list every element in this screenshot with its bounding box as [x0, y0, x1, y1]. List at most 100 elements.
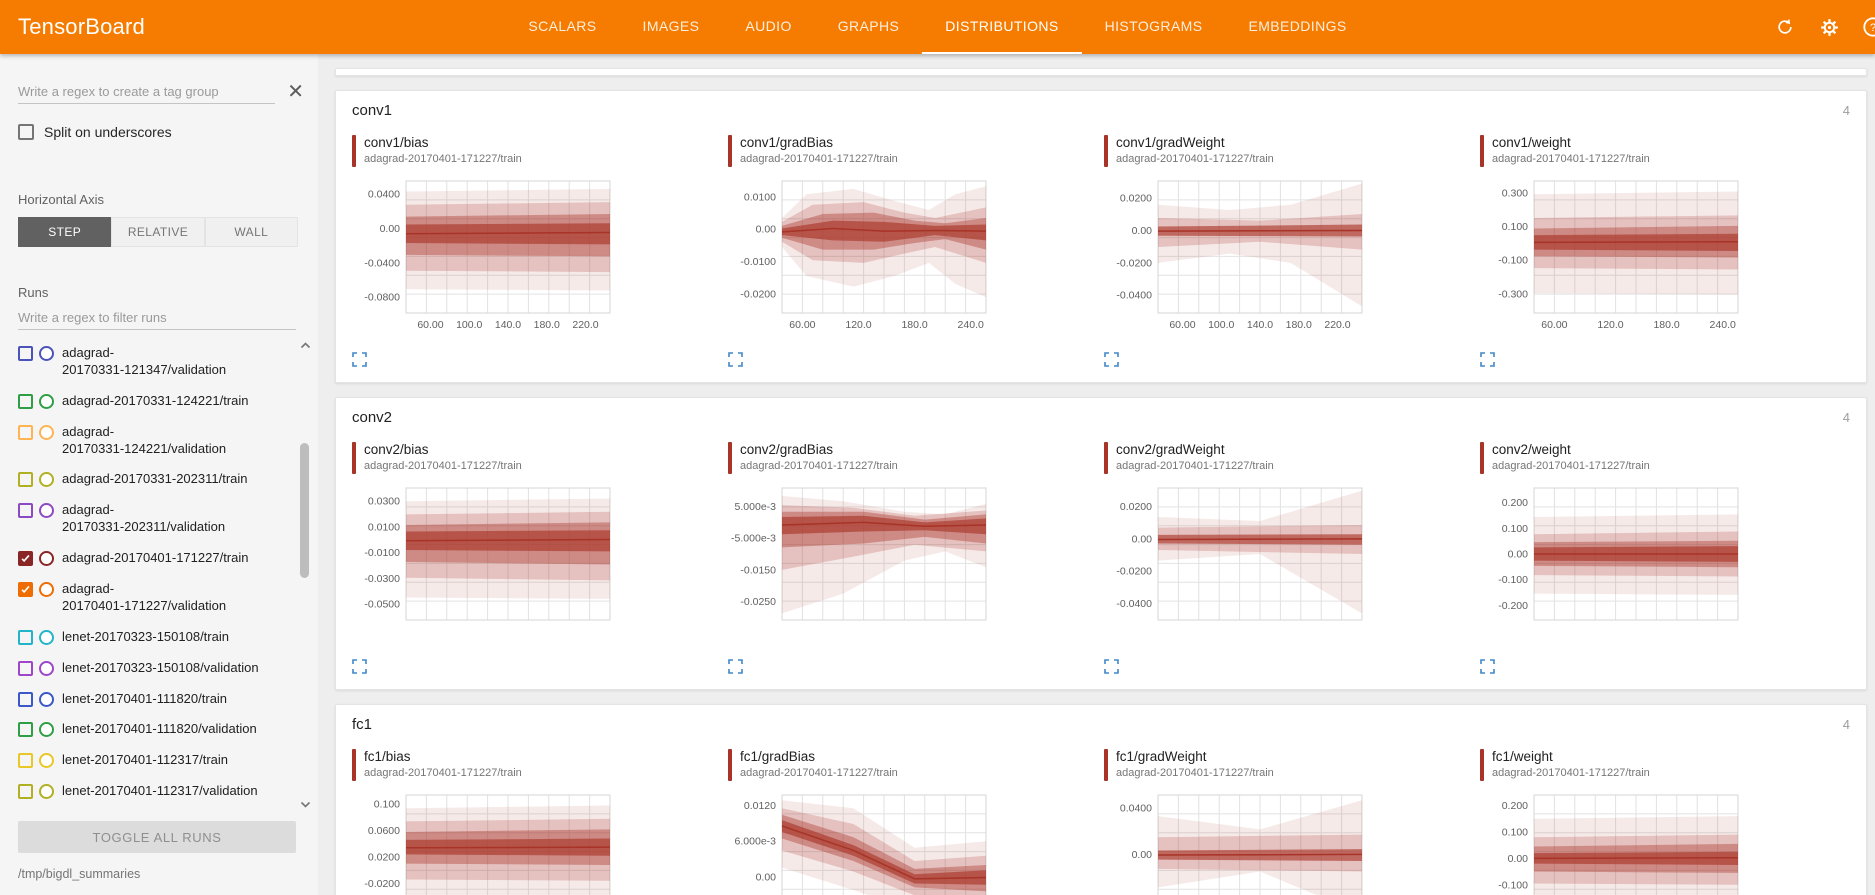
svg-text:?: ?	[1870, 22, 1875, 34]
run-item[interactable]: adagrad-20170331-202311/train	[18, 464, 290, 495]
chart-title: conv2/bias	[364, 442, 429, 457]
section-header[interactable]: conv2 4	[336, 398, 1866, 436]
expand-chart-button[interactable]	[352, 352, 367, 370]
run-checkbox-icon[interactable]	[18, 660, 33, 676]
run-checkbox-icon[interactable]	[18, 753, 33, 769]
tab-scalars[interactable]: SCALARS	[528, 18, 597, 34]
toggle-all-runs-button[interactable]: TOGGLE ALL RUNS	[18, 821, 296, 853]
refresh-icon[interactable]	[1774, 16, 1796, 38]
help-icon[interactable]: ?	[1862, 16, 1875, 38]
run-item[interactable]: adagrad- 20170401-171227/validation	[18, 574, 290, 622]
distribution-plot[interactable]: 0.0120 6.000e-3 0.00	[728, 789, 996, 895]
run-radio-icon[interactable]	[39, 660, 54, 676]
run-item[interactable]: adagrad- 20170331-121347/validation	[18, 338, 290, 386]
run-radio-icon[interactable]	[39, 424, 54, 440]
checkbox-icon[interactable]	[18, 124, 34, 140]
run-checkbox-icon[interactable]	[18, 472, 33, 488]
runs-scrollbar[interactable]	[298, 338, 312, 811]
section-charts: conv1/bias adagrad-20170401-171227/train 0…	[336, 129, 1866, 382]
run-radio-icon[interactable]	[39, 393, 54, 409]
tag-regex-input[interactable]	[18, 80, 276, 104]
run-item[interactable]: lenet-20170323-150108/train	[18, 622, 290, 653]
run-item[interactable]: lenet-20170401-112317/train	[18, 745, 290, 776]
tab-audio[interactable]: AUDIO	[745, 18, 792, 34]
svg-text:-0.0100: -0.0100	[364, 547, 400, 559]
section-header[interactable]: conv1 4	[336, 91, 1866, 129]
run-radio-icon[interactable]	[39, 753, 54, 769]
tab-graphs[interactable]: GRAPHS	[837, 18, 900, 34]
split-underscores-checkbox[interactable]: Split on underscores	[18, 124, 318, 140]
chart-header: conv2/weight adagrad-20170401-171227/trai…	[1480, 442, 1856, 474]
distribution-plot[interactable]: 0.200 0.100 0.00 -0.100 -0.200	[1480, 482, 1748, 646]
expand-chart-button[interactable]	[1480, 352, 1495, 370]
run-label: adagrad- 20170331-121347/validation	[62, 345, 226, 379]
run-radio-icon[interactable]	[39, 629, 54, 645]
run-item[interactable]: adagrad- 20170331-202311/validation	[18, 495, 290, 543]
run-checkbox-icon[interactable]	[18, 691, 33, 707]
scroll-down-icon[interactable]	[300, 797, 311, 811]
expand-chart-button[interactable]	[1104, 352, 1119, 370]
run-radio-icon[interactable]	[39, 784, 54, 800]
distribution-plot[interactable]: 5.000e-3 -5.000e-3 -0.0150 -0.0250	[728, 482, 996, 646]
runs-filter-input[interactable]	[18, 306, 296, 330]
distribution-plot[interactable]: 0.0400 0.00 -0.0400 -0.0800 60.00 100.0 140.0 1…	[352, 175, 620, 339]
run-item[interactable]: adagrad- 20170331-124221/validation	[18, 417, 290, 465]
run-checkbox-icon[interactable]	[18, 722, 33, 738]
run-checkbox-icon[interactable]	[18, 629, 33, 645]
run-item[interactable]: adagrad-20170401-171227/train	[18, 543, 290, 574]
run-item[interactable]: lenet-20170401-112317/validation	[18, 776, 290, 807]
distribution-plot[interactable]: 0.0200 0.00 -0.0200 -0.0400	[1104, 482, 1372, 646]
tab-histograms[interactable]: HISTOGRAMS	[1104, 18, 1203, 34]
run-label-line: adagrad-20170401-171227/train	[62, 550, 249, 566]
tab-distributions[interactable]: DISTRIBUTIONS	[922, 0, 1082, 54]
expand-chart-button[interactable]	[352, 659, 367, 677]
expand-chart-button[interactable]	[1480, 659, 1495, 677]
run-label: lenet-20170401-111820/validation	[62, 721, 257, 738]
run-checkbox-icon[interactable]	[18, 551, 33, 567]
distribution-plot[interactable]: 0.200 0.100 0.00 -0.100	[1480, 789, 1748, 895]
chart-titles: conv2/gradBias adagrad-20170401-171227/tr…	[740, 442, 898, 474]
expand-chart-button[interactable]	[728, 659, 743, 677]
axis-button-wall[interactable]: WALL	[204, 217, 298, 247]
run-radio-icon[interactable]	[39, 472, 54, 488]
run-item[interactable]: lenet-20170401-111820/validation	[18, 714, 290, 745]
distribution-plot[interactable]: 0.100 0.0600 0.0200 -0.0200	[352, 789, 620, 895]
distribution-plot[interactable]: 0.0100 0.00 -0.0100 -0.0200 60.00 120.0 180.0 2…	[728, 175, 996, 339]
run-radio-icon[interactable]	[39, 582, 54, 598]
tab-embeddings[interactable]: EMBEDDINGS	[1248, 18, 1347, 34]
run-checkbox-icon[interactable]	[18, 346, 33, 361]
run-item[interactable]: lenet-20170401-111820/train	[18, 684, 290, 715]
run-item[interactable]: lenet-20170323-150108/validation	[18, 653, 290, 684]
tab-images[interactable]: IMAGES	[642, 18, 700, 34]
scrollbar-thumb[interactable]	[300, 443, 309, 578]
run-checkbox-icon[interactable]	[18, 424, 33, 440]
expand-chart-button[interactable]	[1104, 659, 1119, 677]
run-label: adagrad- 20170331-202311/validation	[62, 502, 225, 536]
expand-chart-button[interactable]	[728, 352, 743, 370]
distribution-plot[interactable]: 0.0300 0.0100 -0.0100 -0.0300 -0.0500	[352, 482, 620, 646]
run-checkbox-icon[interactable]	[18, 784, 33, 800]
svg-text:180.0: 180.0	[1653, 319, 1679, 331]
distribution-plot[interactable]: 0.0200 0.00 -0.0200 -0.0400 60.00 100.0 140.0 1…	[1104, 175, 1372, 339]
run-radio-icon[interactable]	[39, 551, 54, 567]
run-checkbox-icon[interactable]	[18, 503, 33, 519]
axis-button-step[interactable]: STEP	[18, 217, 112, 247]
run-checkbox-icon[interactable]	[18, 393, 33, 409]
run-radio-icon[interactable]	[39, 346, 54, 361]
run-color-bar	[1480, 749, 1484, 781]
run-item[interactable]: adagrad-20170331-124221/train	[18, 386, 290, 417]
run-radio-icon[interactable]	[39, 722, 54, 738]
chart-conv2-bias: conv2/bias adagrad-20170401-171227/train 0…	[352, 442, 728, 677]
scroll-up-icon[interactable]	[300, 338, 311, 352]
distribution-plot[interactable]: 0.300 0.100 -0.100 -0.300 60.00 120.0 180.0 240…	[1480, 175, 1748, 339]
run-radio-icon[interactable]	[39, 691, 54, 707]
axis-button-group: STEP RELATIVE WALL	[18, 217, 298, 247]
settings-gear-icon[interactable]	[1818, 16, 1840, 38]
close-icon[interactable]: ✕	[287, 81, 304, 103]
axis-button-relative[interactable]: RELATIVE	[111, 217, 205, 247]
section-header[interactable]: fc1 4	[336, 705, 1866, 743]
run-checkbox-icon[interactable]	[18, 582, 33, 598]
run-radio-icon[interactable]	[39, 503, 54, 519]
chart-fc1-gradWeight: fc1/gradWeight adagrad-20170401-171227/tr…	[1104, 749, 1480, 895]
